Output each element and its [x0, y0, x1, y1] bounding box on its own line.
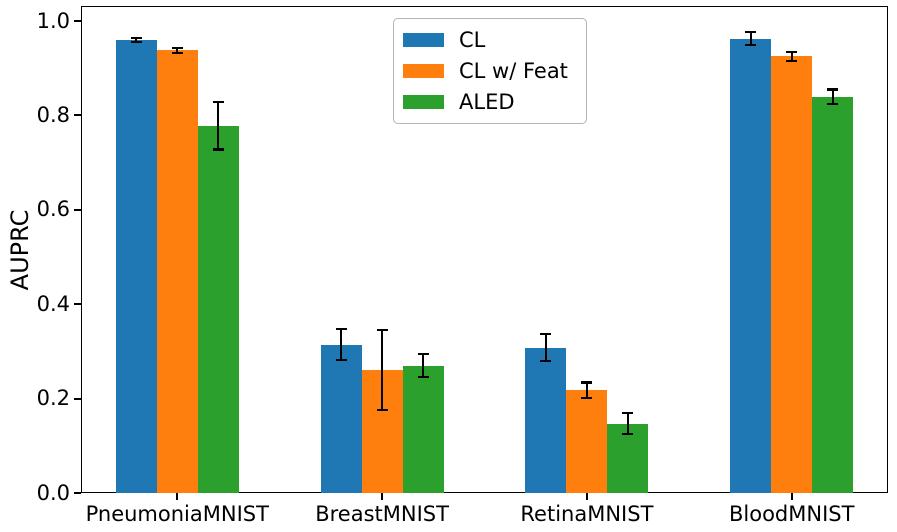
y-tick-label: 0.8: [36, 102, 70, 127]
legend-row: ALED: [403, 89, 568, 115]
y-tick-mark: [74, 492, 81, 494]
error-bar-cap: [417, 353, 429, 356]
error-bar-line: [380, 329, 384, 410]
y-tick-mark: [74, 114, 81, 117]
error-bar-line: [831, 89, 834, 104]
error-bar-cap: [171, 46, 183, 50]
legend-row: CL: [403, 27, 568, 53]
error-bar-cap: [786, 59, 798, 62]
error-bar-cap: [540, 360, 552, 363]
error-bar-cap: [376, 328, 388, 331]
y-axis-label: AUPRC: [6, 209, 34, 291]
error-bar-cap: [622, 432, 634, 436]
x-tick-mark: [790, 493, 793, 500]
error-bar-cap: [622, 412, 634, 415]
y-tick-label: 1.0: [36, 8, 70, 33]
bar-aled: [812, 96, 854, 493]
x-category-label: PneumoniaMNIST: [85, 502, 269, 526]
bar-cl-w-feat: [156, 50, 198, 493]
error-bar-cap: [745, 30, 757, 34]
legend-label: ALED: [459, 90, 515, 114]
error-bar-cap: [376, 408, 388, 412]
error-bar-cap: [171, 51, 183, 54]
error-bar-cap: [335, 359, 347, 362]
error-bar-line: [585, 382, 588, 398]
legend-swatch: [403, 33, 444, 47]
bar-cl: [320, 344, 362, 493]
error-bar-line: [135, 37, 138, 43]
bar-cl: [730, 38, 772, 493]
error-bar-cap: [212, 148, 224, 151]
error-bar-cap: [540, 332, 552, 336]
error-bar-line: [340, 329, 343, 361]
bar-aled: [402, 365, 444, 493]
x-category-label: BloodMNIST: [728, 502, 855, 526]
x-tick-mark: [585, 493, 588, 500]
y-tick-label: 0.4: [36, 291, 70, 316]
x-category-label: RetinaMNIST: [520, 502, 654, 526]
x-category-label: BreastMNIST: [315, 502, 449, 526]
error-bar-line: [626, 413, 629, 434]
error-bar-line: [790, 52, 793, 61]
bar-cl: [525, 347, 567, 493]
error-bar-cap: [581, 381, 593, 384]
error-bar-cap: [130, 36, 142, 39]
error-bar-line: [217, 102, 220, 150]
legend: CL CL w/ Feat ALED: [393, 18, 587, 124]
bar-cl: [115, 39, 157, 493]
error-bar-cap: [581, 396, 593, 399]
x-tick-mark: [381, 493, 384, 500]
y-tick-mark: [74, 397, 81, 400]
error-bar-cap: [827, 102, 839, 105]
error-bar-cap: [212, 101, 224, 104]
y-tick-mark: [74, 20, 81, 23]
y-tick-label: 0.2: [36, 386, 70, 411]
error-bar-line: [176, 47, 179, 53]
bar-cl-w-feat: [566, 390, 608, 493]
legend-row: CL w/ Feat: [403, 58, 568, 84]
bar-aled: [197, 125, 239, 493]
error-bar-cap: [417, 375, 429, 378]
y-tick-mark: [74, 303, 81, 306]
error-bar-line: [749, 31, 752, 46]
error-bar-cap: [335, 328, 347, 331]
x-tick-mark: [176, 493, 179, 500]
y-tick-mark: [74, 208, 81, 211]
y-tick-label: 0.0: [36, 480, 70, 505]
error-bar-cap: [745, 44, 757, 47]
error-bar-line: [544, 333, 548, 362]
error-bar-cap: [827, 88, 839, 91]
y-tick-label: 0.6: [36, 197, 70, 222]
bar-cl-w-feat: [771, 56, 813, 493]
error-bar-cap: [130, 41, 142, 44]
error-bar-line: [421, 354, 425, 377]
legend-label: CL w/ Feat: [459, 59, 568, 83]
bar-aled: [607, 423, 649, 493]
legend-label: CL: [459, 28, 486, 52]
legend-swatch: [403, 95, 444, 109]
error-bar-cap: [786, 51, 798, 54]
legend-swatch: [403, 64, 444, 78]
